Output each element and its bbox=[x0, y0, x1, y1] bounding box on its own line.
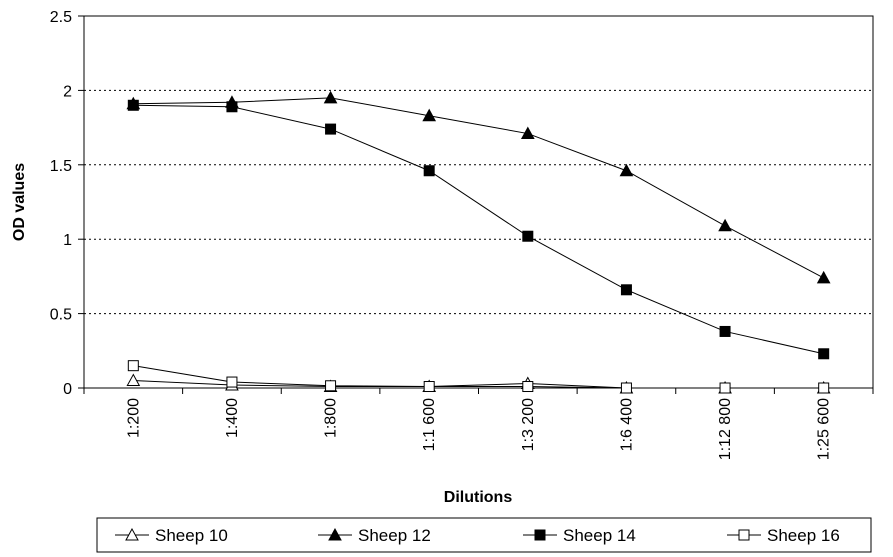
data-point bbox=[720, 383, 730, 393]
y-tick-label: 0 bbox=[63, 381, 72, 398]
data-point bbox=[227, 377, 237, 387]
y-tick-label: 1 bbox=[63, 232, 72, 249]
data-point bbox=[424, 382, 434, 392]
data-point bbox=[326, 381, 336, 391]
data-point bbox=[739, 530, 749, 540]
series-layer bbox=[127, 92, 829, 393]
x-tick-label: 1:200 bbox=[125, 398, 142, 438]
series-sheep-12 bbox=[127, 92, 829, 283]
data-point bbox=[325, 92, 337, 103]
legend: Sheep 10 Sheep 12 Sheep 14 Sheep 16 bbox=[97, 518, 871, 552]
x-tick-label: 1:12 800 bbox=[717, 398, 734, 460]
data-point bbox=[620, 165, 632, 176]
data-point bbox=[819, 349, 829, 359]
y-axis-ticks: 0 0.5 1 1.5 2 2.5 bbox=[50, 9, 84, 398]
data-point bbox=[128, 361, 138, 371]
data-point bbox=[424, 166, 434, 176]
data-point bbox=[719, 220, 731, 231]
y-tick-label: 0.5 bbox=[50, 307, 72, 324]
legend-label: Sheep 16 bbox=[767, 526, 840, 545]
data-point bbox=[621, 383, 631, 393]
x-tick-label: 1:3 200 bbox=[520, 398, 537, 451]
data-point bbox=[523, 231, 533, 241]
data-point bbox=[227, 102, 237, 112]
x-axis-ticks: 1:200 1:400 1:800 1:1 600 1:3 200 1:6 400 1:12… bbox=[84, 388, 873, 460]
x-tick-label: 1:6 400 bbox=[618, 398, 635, 451]
data-point bbox=[720, 326, 730, 336]
y-tick-label: 2 bbox=[63, 83, 72, 100]
legend-label: Sheep 12 bbox=[358, 526, 431, 545]
series-line bbox=[133, 98, 823, 278]
data-point bbox=[818, 272, 830, 283]
plot-area bbox=[84, 16, 873, 388]
legend-label: Sheep 14 bbox=[563, 526, 636, 545]
y-tick-label: 2.5 bbox=[50, 9, 72, 26]
data-point bbox=[535, 530, 545, 540]
x-tick-label: 1:25 600 bbox=[816, 398, 833, 460]
data-point bbox=[326, 124, 336, 134]
data-point bbox=[621, 285, 631, 295]
data-point bbox=[819, 383, 829, 393]
x-tick-label: 1:1 600 bbox=[421, 398, 438, 451]
x-axis-label: Dilutions bbox=[444, 489, 513, 506]
gridlines bbox=[84, 90, 873, 313]
y-tick-label: 1.5 bbox=[50, 158, 72, 175]
data-point bbox=[128, 100, 138, 110]
x-tick-label: 1:400 bbox=[224, 398, 241, 438]
data-point bbox=[523, 382, 533, 392]
x-tick-label: 1:800 bbox=[323, 398, 340, 438]
y-axis-label: OD values bbox=[11, 163, 28, 241]
legend-label: Sheep 10 bbox=[155, 526, 228, 545]
data-point bbox=[127, 375, 139, 386]
